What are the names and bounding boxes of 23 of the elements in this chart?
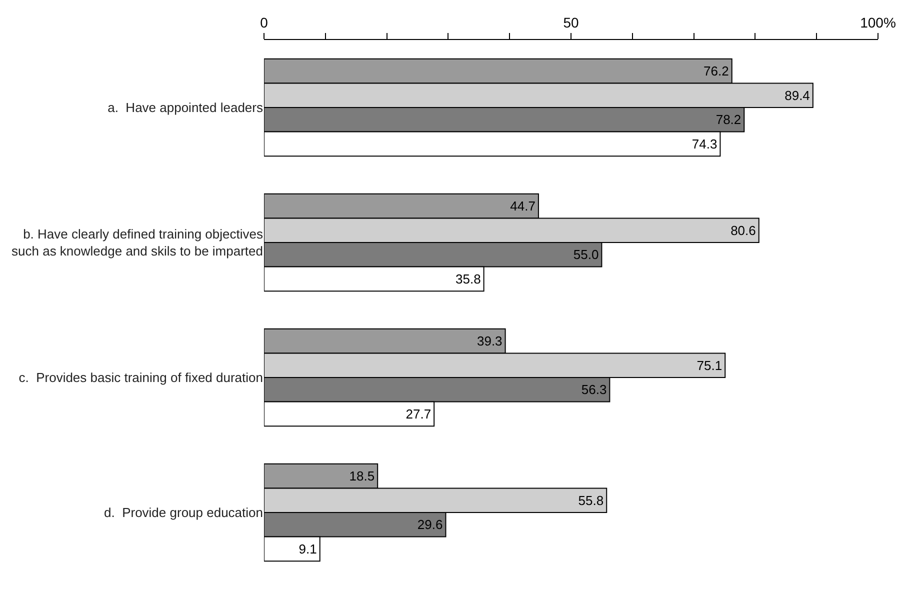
data-label: 74.3 — [692, 136, 718, 152]
data-label: 44.7 — [510, 198, 536, 214]
x-tick-label: 50 — [563, 14, 579, 30]
data-label: 78.2 — [716, 112, 742, 128]
y-tick-label: b. Have clearly defined training objectives such as knowledge and skils to be imparted — [12, 226, 264, 258]
x-tick-label: 0 — [260, 14, 268, 30]
y-tick-label: c. Provides basic training of fixed duration — [18, 370, 263, 386]
data-label: 76.2 — [704, 64, 729, 79]
x-tick-label: 100% — [860, 14, 896, 30]
y-tick-label: d. Provide group education — [104, 505, 263, 520]
data-label: 75.1 — [696, 358, 722, 373]
data-label: 18.5 — [349, 468, 375, 484]
data-label: 56.3 — [581, 382, 607, 398]
data-label: 80.6 — [730, 222, 756, 238]
data-label: 55.8 — [578, 492, 604, 508]
data-label: 29.6 — [417, 517, 443, 532]
data-label: 35.8 — [455, 271, 481, 286]
data-label: 9.1 — [298, 541, 317, 556]
y-tick-label: a. Have appointed leaders — [108, 100, 264, 116]
data-label: 55.0 — [573, 247, 599, 262]
data-label: 89.4 — [784, 88, 810, 103]
data-label: 39.3 — [476, 334, 502, 349]
data-label: 27.7 — [406, 406, 432, 422]
